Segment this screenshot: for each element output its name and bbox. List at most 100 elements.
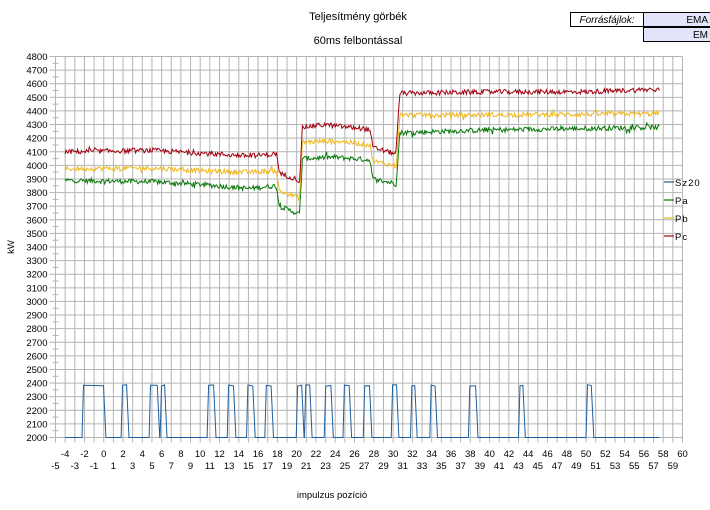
x-tick-label: 15 <box>243 461 254 472</box>
y-tick-label: 3700 <box>26 202 47 213</box>
x-tick-label: 26 <box>349 449 360 460</box>
x-tick-label: 9 <box>188 461 193 472</box>
x-tick-label: 36 <box>446 449 457 460</box>
x-tick-label: -5 <box>51 461 59 472</box>
x-tick-label: 56 <box>639 449 650 460</box>
series-line-pb <box>64 108 660 202</box>
series-line-pa <box>64 121 660 216</box>
x-tick-label: 24 <box>330 449 341 460</box>
y-tick-label: 4400 <box>26 106 47 117</box>
x-tick-label: 3 <box>130 461 135 472</box>
y-tick-label: 3300 <box>26 256 47 267</box>
x-tick-label: 49 <box>571 461 582 472</box>
x-tick-label: 44 <box>523 449 534 460</box>
y-tick-label: 2300 <box>26 392 47 403</box>
x-tick-label: 4 <box>140 449 145 460</box>
x-tick-label: 55 <box>629 461 640 472</box>
x-tick-label: 34 <box>426 449 437 460</box>
x-tick-label: 50 <box>581 449 592 460</box>
x-tick-label: 20 <box>291 449 302 460</box>
y-tick-label: 3500 <box>26 229 47 240</box>
x-axis-label: impulzus pozíció <box>297 490 367 501</box>
x-tick-label: -2 <box>80 449 88 460</box>
x-tick-label: 53 <box>610 461 621 472</box>
x-tick-label: 45 <box>533 461 544 472</box>
series-line-pc <box>64 86 660 184</box>
y-tick-label: 4700 <box>26 66 47 77</box>
x-tick-label: 17 <box>262 461 273 472</box>
y-tick-label: 4500 <box>26 93 47 104</box>
x-tick-label: 12 <box>214 449 225 460</box>
x-tick-label: 40 <box>484 449 495 460</box>
y-tick-label: 3100 <box>26 283 47 294</box>
x-tick-label: 6 <box>159 449 164 460</box>
x-tick-label: 41 <box>494 461 505 472</box>
x-tick-label: -3 <box>71 461 79 472</box>
y-tick-label: 2800 <box>26 324 47 335</box>
x-tick-label: 27 <box>359 461 370 472</box>
x-tick-label: 1 <box>111 461 116 472</box>
x-tick-label: 11 <box>205 461 215 472</box>
x-tick-label: 59 <box>668 461 679 472</box>
x-tick-label: 57 <box>648 461 659 472</box>
x-tick-label: 43 <box>513 461 524 472</box>
x-tick-label: 28 <box>369 449 380 460</box>
y-tick-label: 3200 <box>26 270 47 281</box>
x-tick-label: -1 <box>90 461 98 472</box>
x-tick-label: 30 <box>388 449 399 460</box>
x-tick-label: 5 <box>149 461 154 472</box>
x-tick-label: 0 <box>101 449 106 460</box>
x-tick-label: 52 <box>600 449 611 460</box>
x-tick-label: 38 <box>465 449 476 460</box>
x-tick-label: 25 <box>340 461 351 472</box>
x-tick-label: 18 <box>272 449 283 460</box>
chart-title: Teljesítmény görbék <box>309 11 407 23</box>
x-tick-label: 42 <box>504 449 515 460</box>
y-tick-label: 2600 <box>26 351 47 362</box>
source-file-2: EM <box>643 27 710 42</box>
y-axis-label: kW <box>6 240 17 254</box>
x-tick-label: 7 <box>169 461 174 472</box>
y-tick-label: 4600 <box>26 79 47 90</box>
legend-label-pc: Pc <box>675 232 688 243</box>
y-tick-label: 4200 <box>26 134 47 145</box>
x-tick-label: -4 <box>61 449 69 460</box>
y-tick-label: 3900 <box>26 174 47 185</box>
y-tick-label: 3400 <box>26 243 47 254</box>
y-tick-label: 2500 <box>26 365 47 376</box>
y-tick-label: 3800 <box>26 188 47 199</box>
y-tick-label: 2000 <box>26 433 47 444</box>
x-tick-label: 37 <box>455 461 466 472</box>
x-tick-label: 39 <box>475 461 486 472</box>
y-tick-label: 4800 <box>26 52 47 63</box>
chart-subtitle: 60ms felbontással <box>313 35 403 47</box>
x-tick-label: 54 <box>619 449 630 460</box>
x-tick-label: 16 <box>253 449 264 460</box>
x-tick-label: 8 <box>178 449 183 460</box>
x-tick-label: 51 <box>590 461 601 472</box>
x-tick-label: 35 <box>436 461 447 472</box>
x-tick-label: 58 <box>658 449 669 460</box>
y-tick-label: 2100 <box>26 419 47 430</box>
y-tick-label: 3600 <box>26 215 47 226</box>
y-tick-label: 4000 <box>26 161 47 172</box>
legend-label-pb: Pb <box>675 214 689 225</box>
x-tick-label: 47 <box>552 461 563 472</box>
x-tick-label: 21 <box>301 461 312 472</box>
y-tick-label: 2400 <box>26 379 47 390</box>
legend-label-sz20: Sz20 <box>675 178 701 189</box>
x-tick-label: 2 <box>120 449 125 460</box>
y-tick-label: 2700 <box>26 338 47 349</box>
x-tick-label: 32 <box>407 449 418 460</box>
y-tick-label: 2200 <box>26 406 47 417</box>
x-tick-label: 23 <box>320 461 331 472</box>
x-tick-label: 14 <box>233 449 244 460</box>
x-tick-label: 46 <box>542 449 553 460</box>
x-tick-label: 31 <box>397 461 408 472</box>
x-tick-label: 19 <box>282 461 293 472</box>
legend-label-pa: Pa <box>675 196 689 207</box>
x-tick-label: 33 <box>417 461 428 472</box>
source-file-1: EMA <box>643 12 710 27</box>
y-tick-label: 4300 <box>26 120 47 131</box>
x-tick-label: 48 <box>561 449 572 460</box>
